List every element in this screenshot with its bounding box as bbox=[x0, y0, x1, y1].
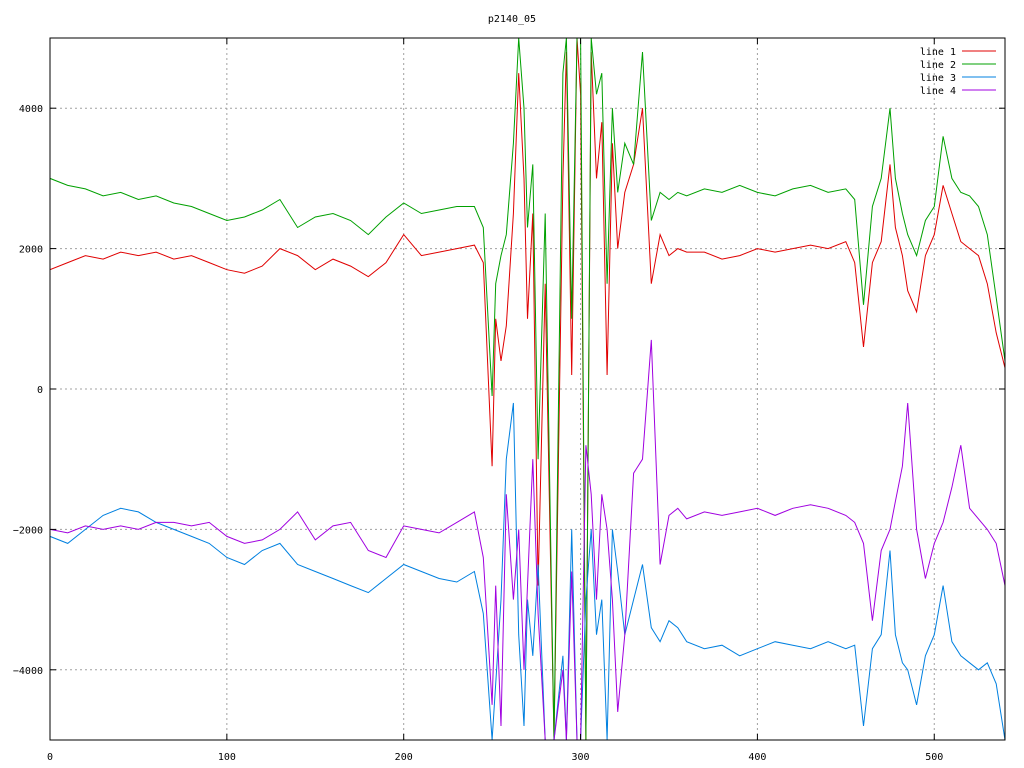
x-tick-label: 500 bbox=[925, 752, 943, 763]
grid bbox=[50, 38, 1005, 740]
axis-ticks: 0 100 200 300 400 500 −4000 −2000 0 2000 4000 bbox=[13, 38, 1005, 763]
x-tick-label: 300 bbox=[572, 752, 590, 763]
chart-title: p2140_05 bbox=[488, 14, 536, 25]
y-tick-label: −4000 bbox=[13, 666, 43, 677]
y-tick-label: −2000 bbox=[13, 525, 43, 536]
legend-label-2: line 2 bbox=[920, 60, 956, 71]
x-tick-label: 200 bbox=[395, 752, 413, 763]
legend-label-3: line 3 bbox=[920, 73, 956, 84]
x-tick-label: 0 bbox=[47, 752, 53, 763]
series-line-4 bbox=[50, 339, 1005, 740]
x-tick-label: 100 bbox=[218, 752, 236, 763]
legend: line 1 line 2 line 3 line 4 bbox=[920, 47, 996, 97]
series-lines bbox=[50, 38, 1005, 740]
legend-label-1: line 1 bbox=[920, 47, 956, 58]
series-line-3 bbox=[50, 402, 1005, 740]
series-line-2 bbox=[50, 38, 1005, 740]
x-tick-label: 400 bbox=[748, 752, 766, 763]
y-tick-label: 4000 bbox=[19, 104, 43, 115]
y-tick-label: 2000 bbox=[19, 245, 43, 256]
y-tick-label: 0 bbox=[37, 385, 43, 396]
legend-label-4: line 4 bbox=[920, 86, 956, 97]
